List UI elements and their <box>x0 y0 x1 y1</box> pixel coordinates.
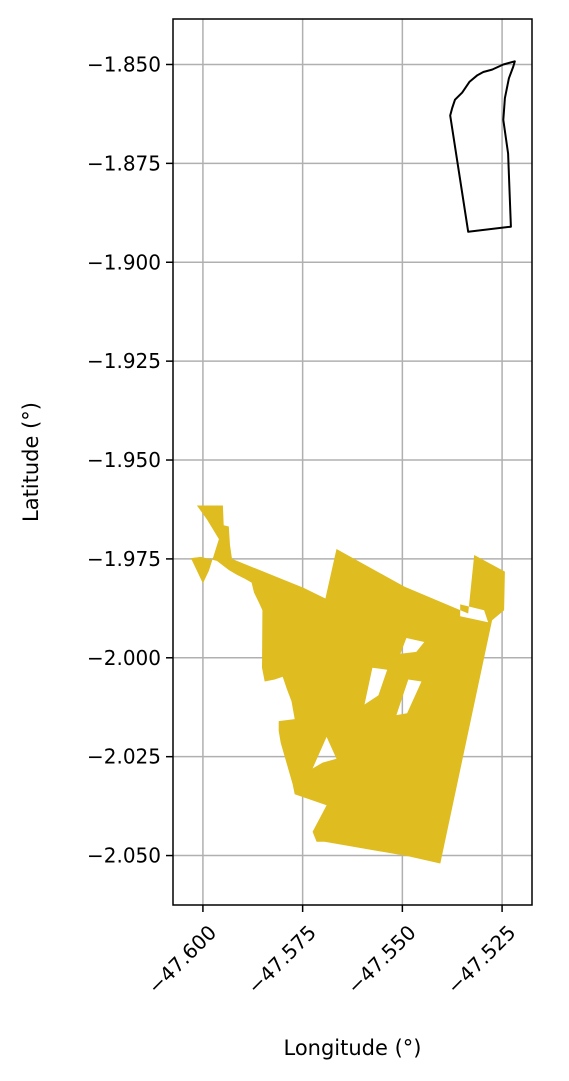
plot-frame <box>172 18 533 906</box>
y-axis-label: Latitude (°) <box>19 402 43 522</box>
filled-region-polygon <box>190 505 505 864</box>
y-tick-label-7: −2.025 <box>87 745 161 769</box>
map-layers <box>190 60 516 864</box>
outlined-region-polygon <box>449 60 516 233</box>
y-tick-label-6: −2.000 <box>87 646 161 670</box>
y-tick-label-2: −1.900 <box>87 250 161 274</box>
y-tick-label-4: −1.950 <box>87 448 161 472</box>
y-tick-label-5: −1.975 <box>87 547 161 571</box>
x-axis-label: Longitude (°) <box>283 1036 421 1060</box>
gridlines <box>173 19 532 905</box>
y-tick-label-3: −1.925 <box>87 349 161 373</box>
y-axis-ticks: −1.850 −1.875 −1.900 −1.925 −1.950 −1.975 −2.0… <box>87 52 173 868</box>
y-tick-label-0: −1.850 <box>87 52 161 76</box>
y-tick-label-1: −1.875 <box>87 151 161 175</box>
y-tick-label-8: −2.050 <box>87 844 161 868</box>
